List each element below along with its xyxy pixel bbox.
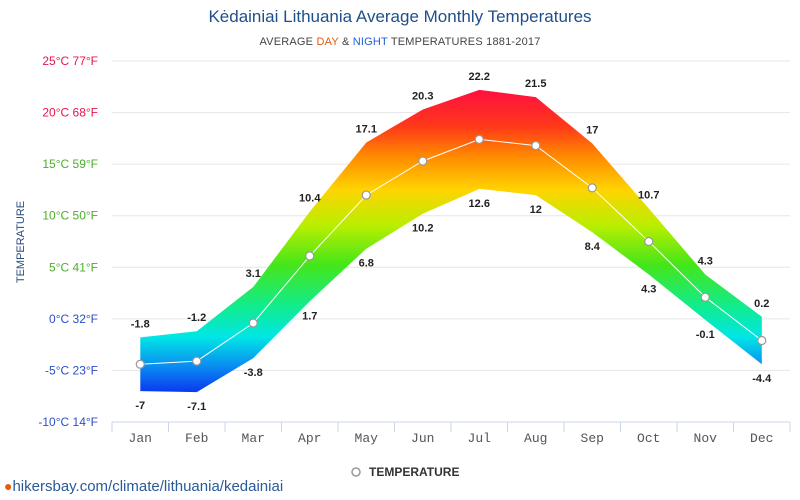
y-tick-label: 10°C 50°F — [42, 209, 98, 223]
y-tick-label: 5°C 41°F — [49, 260, 98, 274]
night-value-label: -4.4 — [752, 373, 772, 385]
day-value-label: 0.2 — [754, 298, 769, 310]
source-url: hikersbay.com/climate/lithuania/kedainia… — [12, 478, 284, 495]
x-tick-label: Apr — [298, 431, 321, 446]
day-value-label: 4.3 — [698, 256, 713, 268]
x-tick-label: Jun — [411, 431, 434, 446]
night-value-labels: -7 -7.1 -3.8 1.7 6.8 10.2 12.6 12 8.4 4.3 -0.1 -4.4 — [135, 198, 772, 413]
average-point — [531, 140, 541, 151]
temperature-band — [140, 89, 762, 393]
range-area — [140, 89, 762, 393]
night-value-label: 12 — [530, 204, 542, 216]
average-point — [644, 236, 654, 247]
subtitle-day: DAY — [316, 36, 339, 48]
average-line — [135, 134, 767, 369]
chart-title: Kėdainiai Lithuania Average Monthly Temp… — [208, 7, 592, 26]
day-value-label: 17.1 — [356, 123, 377, 135]
subtitle-amp: & — [338, 36, 353, 48]
average-point — [418, 156, 428, 166]
legend[interactable]: TEMPERATURE — [351, 465, 459, 479]
x-tick-label: Jan — [129, 431, 152, 446]
day-value-label: -1.8 — [131, 318, 150, 330]
legend-label: TEMPERATURE — [369, 465, 459, 479]
legend-marker — [351, 467, 361, 477]
average-point — [135, 359, 145, 369]
subtitle-prefix: AVERAGE — [259, 36, 317, 48]
day-value-label: -1.2 — [187, 312, 206, 324]
average-point — [474, 134, 484, 144]
night-value-label: -0.1 — [696, 329, 715, 341]
day-value-labels: -1.8 -1.2 3.1 10.4 17.1 20.3 22.2 21.5 17 10.7 4.3… — [131, 71, 770, 331]
x-tick-label: Mar — [242, 431, 265, 446]
subtitle-suffix: TEMPERATURES 1881-2017 — [387, 36, 541, 48]
y-tick-label: 20°C 68°F — [42, 106, 98, 120]
day-value-label: 22.2 — [469, 71, 490, 83]
x-tick-label: Sep — [581, 431, 604, 446]
night-value-label: 4.3 — [641, 284, 656, 296]
average-point — [305, 251, 315, 261]
average-point — [587, 183, 597, 193]
night-value-label: 6.8 — [359, 258, 374, 270]
location-pin-icon: ● — [4, 478, 13, 494]
y-tick-label: 25°C 77°F — [42, 54, 98, 68]
chart-subtitle: AVERAGE DAY & NIGHT TEMPERATURES 1881-20… — [0, 36, 800, 48]
night-value-label: -7.1 — [187, 401, 206, 413]
x-tick-label: Nov — [694, 431, 718, 446]
night-value-label: 12.6 — [469, 198, 490, 210]
day-value-label: 10.4 — [299, 193, 321, 205]
x-tick-label: Oct — [637, 431, 660, 446]
average-point — [361, 190, 371, 200]
night-value-label: 10.2 — [412, 223, 433, 235]
day-value-label: 21.5 — [525, 78, 546, 90]
average-point — [192, 356, 202, 366]
day-value-label: 17 — [586, 125, 598, 137]
x-tick-label: Jul — [468, 431, 492, 446]
night-value-label: -3.8 — [244, 367, 263, 379]
night-value-label: 1.7 — [302, 310, 317, 322]
average-point — [248, 318, 258, 328]
x-axis-labels: Jan Feb Mar Apr May Jun Jul Aug Sep Oct Nov Dec — [129, 431, 774, 446]
x-tick-label: May — [355, 431, 379, 446]
y-tick-label: -5°C 23°F — [45, 363, 98, 377]
y-axis-title: TEMPERATURE — [15, 201, 27, 283]
x-tick-label: Aug — [524, 431, 547, 446]
day-value-label: 20.3 — [412, 90, 433, 102]
y-tick-label: 15°C 59°F — [42, 157, 98, 171]
average-line-path — [140, 138, 763, 365]
average-point — [757, 335, 767, 346]
night-value-label: -7 — [135, 400, 145, 412]
day-value-label: 3.1 — [246, 268, 261, 280]
y-tick-label: 0°C 32°F — [49, 312, 98, 326]
night-value-label: 8.4 — [585, 241, 601, 253]
day-value-label: 10.7 — [638, 189, 659, 201]
x-tick-label: Feb — [185, 431, 208, 446]
x-tick-label: Dec — [750, 431, 773, 446]
average-point — [700, 292, 710, 302]
source-link[interactable]: ●hikersbay.com/climate/lithuania/kedaini… — [4, 478, 283, 495]
y-tick-label: -10°C 14°F — [38, 415, 98, 429]
y-axis-labels: 25°C 77°F 20°C 68°F 15°C 59°F 10°C 50°F 5°C … — [38, 54, 98, 429]
subtitle-night: NIGHT — [352, 36, 388, 48]
